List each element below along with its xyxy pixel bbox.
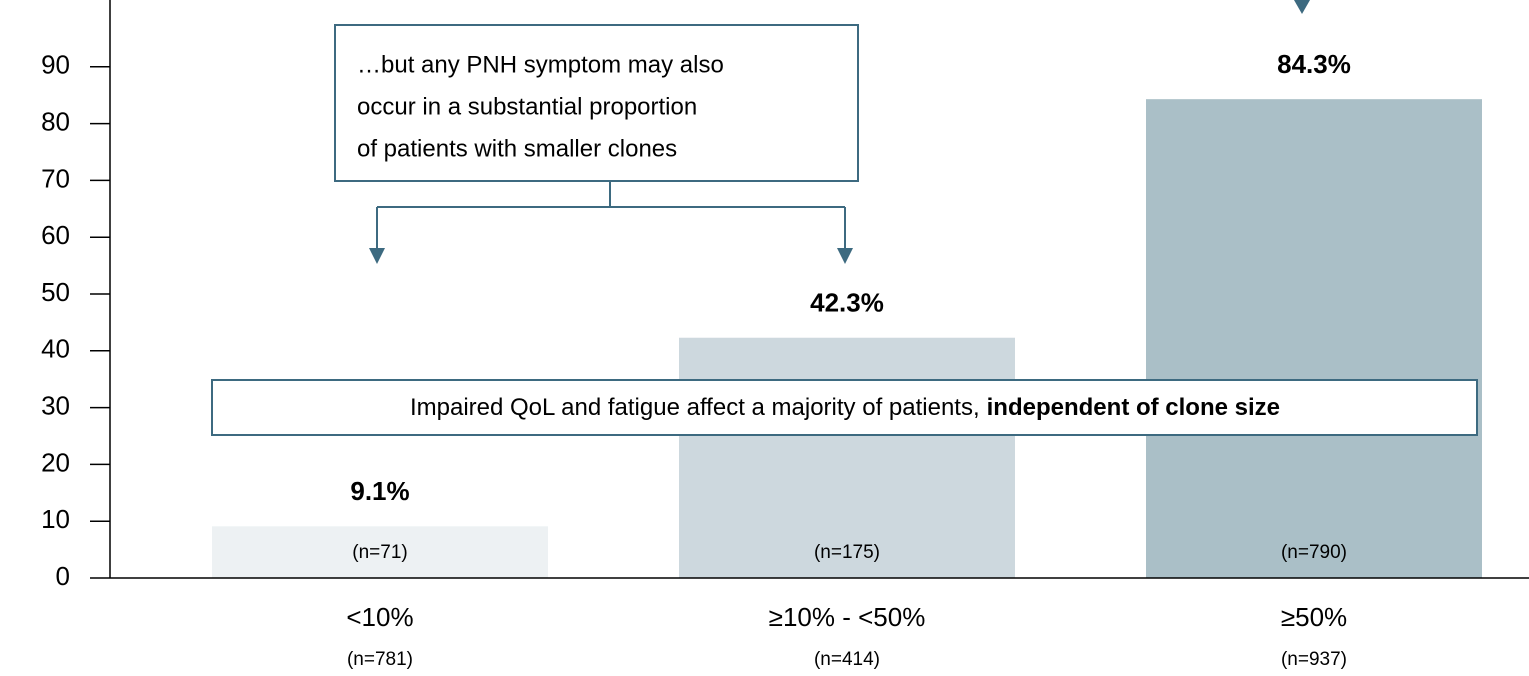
value-label: 42.3% [810, 288, 884, 318]
value-label: 9.1% [350, 476, 409, 506]
bar-label: (n=790) [1281, 542, 1347, 563]
annotation-text: of patients with smaller clones [357, 135, 677, 162]
y-tick-label: 50 [41, 277, 70, 307]
annotation-text: occur in a substantial proportion [357, 93, 697, 120]
y-tick-label: 30 [41, 390, 70, 420]
x-tick-label: ≥10% - <50% [769, 602, 926, 632]
bar-label: (n=71) [352, 542, 407, 563]
value-label: 84.3% [1277, 49, 1351, 79]
annotation-text: Impaired QoL and fatigue affect a majori… [410, 394, 980, 421]
annotation-bold: independent of clone size [987, 394, 1280, 421]
arrow-head [369, 248, 853, 264]
y-tick-label: 10 [41, 504, 70, 534]
x-tick-sublabel: (n=781) [347, 649, 413, 670]
annotation-box [211, 379, 1478, 436]
annotation-box [334, 24, 859, 182]
y-tick-label: 0 [56, 561, 70, 591]
x-tick-label: <10% [346, 602, 413, 632]
y-tick-label: 80 [41, 106, 70, 136]
x-tick-sublabel: (n=937) [1281, 649, 1347, 670]
annotation-text: Impaired QoL and fatigue affect a majori… [410, 394, 1280, 421]
annotations: …but any PNH symptom may also occur in a… [211, 0, 1478, 436]
y-tick-label: 90 [41, 50, 70, 80]
y-tick-label: 40 [41, 334, 70, 364]
y-tick-label: 60 [41, 220, 70, 250]
bar-label: (n=175) [814, 542, 880, 563]
annotation-text: …but any PNH symptom may also [357, 51, 724, 78]
bar [1146, 99, 1482, 579]
bar [212, 526, 548, 578]
y-tick-label: 70 [41, 163, 70, 193]
arrow-head [1294, 0, 1310, 14]
arrow [376, 207, 846, 262]
y-tick-label: 20 [41, 447, 70, 477]
bar [679, 337, 1015, 578]
x-tick-sublabel: (n=414) [814, 649, 880, 670]
x-tick-label: ≥50% [1281, 602, 1347, 632]
connector [377, 181, 845, 208]
